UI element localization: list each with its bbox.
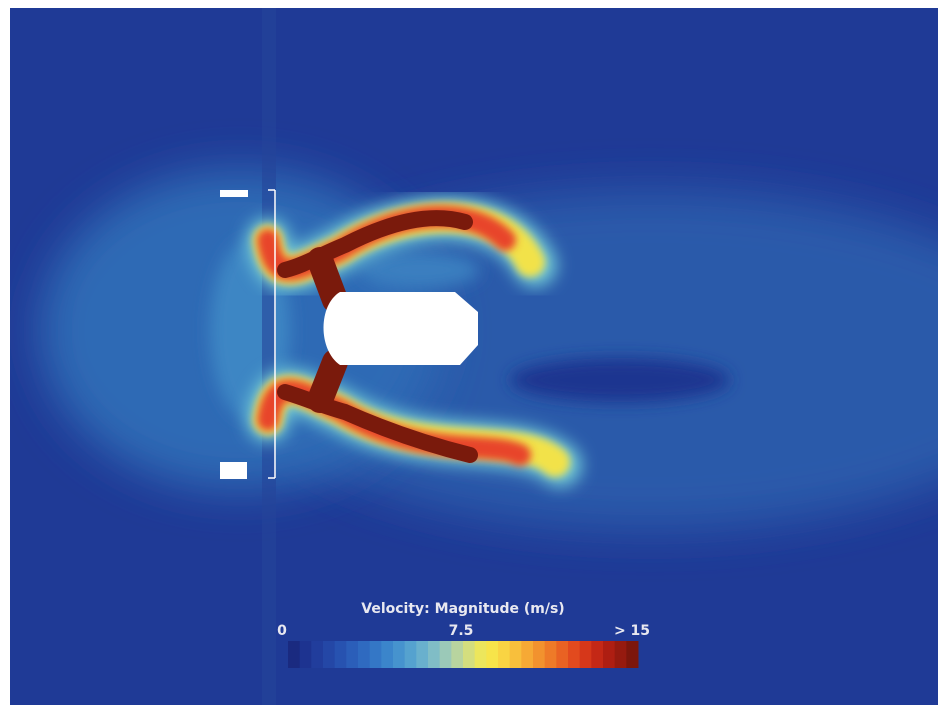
colorbar-segment [358, 641, 370, 668]
colorbar-segment [440, 641, 452, 668]
colorbar-segment [381, 641, 393, 668]
colorbar-segment [615, 641, 627, 668]
colorbar-segment [521, 641, 533, 668]
colorbar-segment [428, 641, 440, 668]
legend-label: 0 [277, 623, 287, 639]
colorbar-segment [346, 641, 358, 668]
colorbar-segment [475, 641, 487, 668]
colorbar-segment [311, 641, 323, 668]
colorbar [288, 641, 639, 668]
legend-label: > 15 [614, 623, 650, 639]
colorbar-segment [603, 641, 615, 668]
colorbar-segment [370, 641, 382, 668]
colorbar-segment [545, 641, 557, 668]
vehicle [324, 292, 479, 365]
colorbar-segment [580, 641, 592, 668]
colorbar-segment [556, 641, 568, 668]
colorbar-segment [335, 641, 347, 668]
colorbar-segment [568, 641, 580, 668]
colorbar-segment [591, 641, 603, 668]
colorbar-segment [626, 641, 638, 668]
cfd-view: Velocity: Magnitude (m/s) 0 7.5 > 15 [0, 0, 939, 708]
colorbar-segment [416, 641, 428, 668]
colorbar-segment [463, 641, 475, 668]
colorbar-segment [533, 641, 545, 668]
colorbar-segment [451, 641, 463, 668]
colorbar-segment [486, 641, 498, 668]
velocity-field: Velocity: Magnitude (m/s) 0 7.5 > 15 [0, 0, 939, 708]
colorbar-segment [393, 641, 405, 668]
colorbar-segment [323, 641, 335, 668]
colorbar-segment [288, 641, 300, 668]
colorbar-segment [300, 641, 312, 668]
colorbar-segment [498, 641, 510, 668]
colorbar-segment [405, 641, 417, 668]
colorbar-segment [510, 641, 522, 668]
legend-title: Velocity: Magnitude (m/s) [361, 601, 564, 617]
legend-label: 7.5 [449, 623, 474, 639]
